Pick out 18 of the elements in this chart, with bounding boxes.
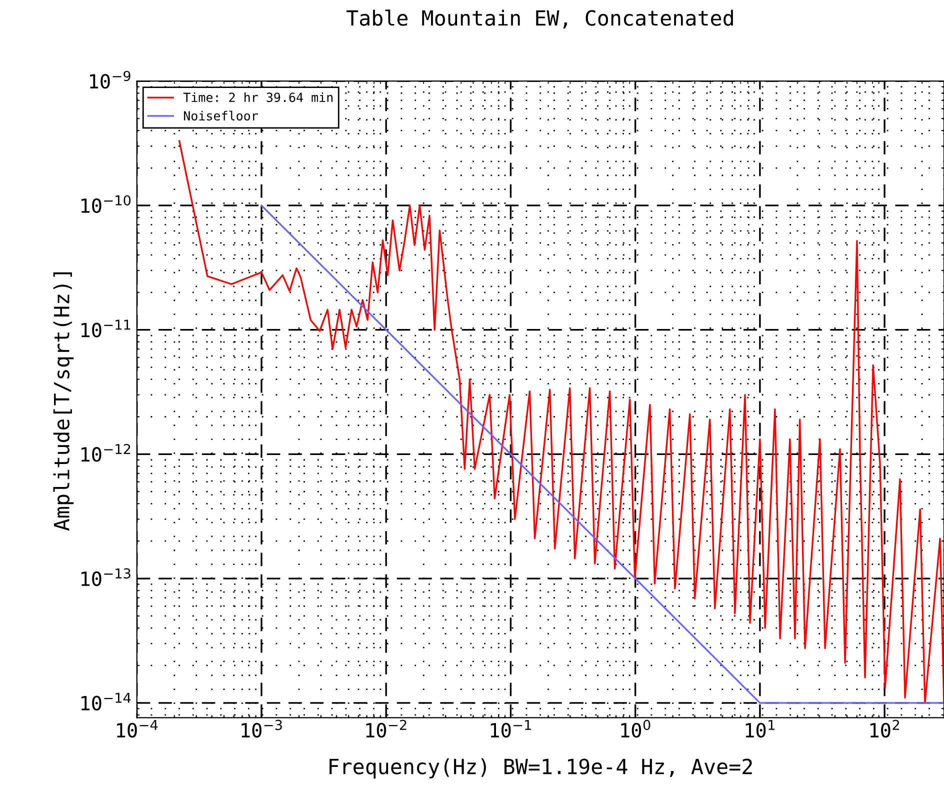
x-tick-label: 10$^{0}$ <box>621 720 650 738</box>
x-tick-label: 10$^{2}$ <box>870 720 900 738</box>
y-axis-title: Amplitude[T/sqrt(Hz)] <box>53 272 74 531</box>
y-tick-label: 10$^{−9}$ <box>90 70 130 89</box>
y-tick-label: 10$^{−13}$ <box>81 568 130 586</box>
y-tick-label: 10$^{−11}$ <box>81 320 130 338</box>
chart-title: Table Mountain EW, Concatenated <box>346 10 733 28</box>
legend-label: Time: 2 hr 39.64 min <box>183 92 333 102</box>
x-tick-label: 10$^{−4}$ <box>117 720 158 738</box>
y-tick-label: 10$^{−14}$ <box>81 692 131 710</box>
y-tick-label: 10$^{−12}$ <box>81 444 130 462</box>
x-tick-label: 10$^{1}$ <box>746 720 775 738</box>
legend-label: Noisefloor <box>184 110 258 121</box>
y-tick-label: 10$^{−10}$ <box>81 195 131 214</box>
x-tick-label: 10$^{−2}$ <box>366 720 406 738</box>
x-axis-title: Frequency(Hz) BW=1.19e-4 Hz, Ave=2 <box>330 758 752 778</box>
x-tick-label: 10$^{−1}$ <box>490 720 531 738</box>
x-tick-label: 10$^{−3}$ <box>242 720 282 738</box>
